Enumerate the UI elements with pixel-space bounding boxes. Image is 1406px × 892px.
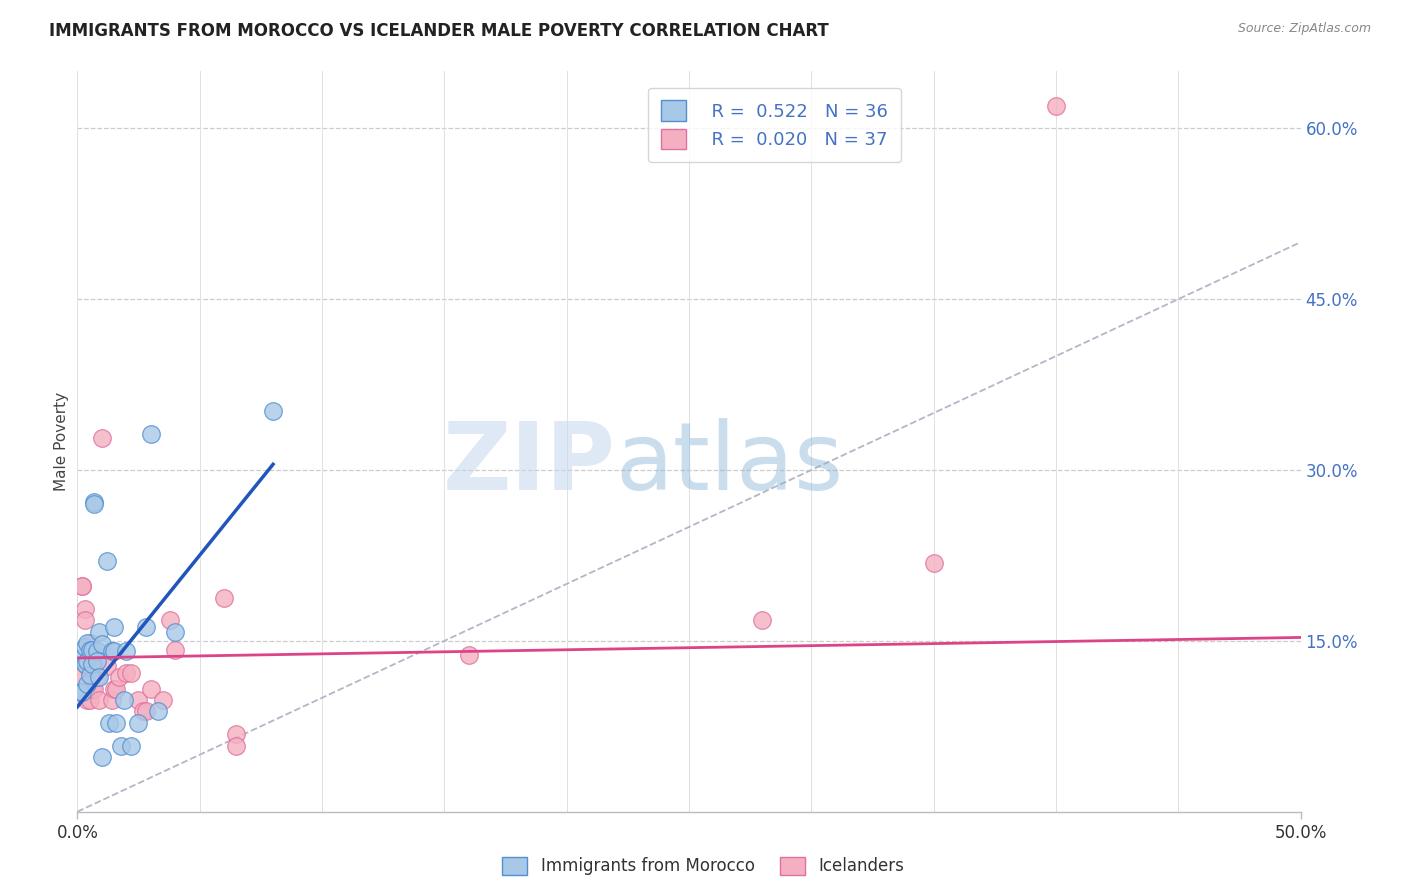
Point bbox=[79, 693, 101, 707]
Point bbox=[89, 624, 111, 639]
Point bbox=[105, 715, 128, 730]
Point bbox=[139, 426, 162, 441]
Point bbox=[79, 668, 101, 682]
Point bbox=[80, 643, 103, 657]
Point bbox=[165, 624, 187, 639]
Point bbox=[83, 495, 105, 509]
Point bbox=[86, 654, 108, 668]
Legend:   R =  0.522   N = 36,   R =  0.020   N = 37: R = 0.522 N = 36, R = 0.020 N = 37 bbox=[648, 87, 901, 162]
Legend: Immigrants from Morocco, Icelanders: Immigrants from Morocco, Icelanders bbox=[495, 850, 911, 882]
Point bbox=[76, 677, 98, 691]
Point bbox=[139, 681, 162, 696]
Point bbox=[86, 644, 108, 658]
Point bbox=[165, 643, 187, 657]
Point bbox=[120, 665, 142, 680]
Point bbox=[80, 670, 103, 684]
Point bbox=[135, 620, 157, 634]
Point bbox=[152, 693, 174, 707]
Point bbox=[1045, 98, 1067, 112]
Point bbox=[96, 554, 118, 568]
Y-axis label: Male Poverty: Male Poverty bbox=[53, 392, 69, 491]
Point bbox=[90, 637, 112, 651]
Point bbox=[73, 657, 96, 671]
Text: IMMIGRANTS FROM MOROCCO VS ICELANDER MALE POVERTY CORRELATION CHART: IMMIGRANTS FROM MOROCCO VS ICELANDER MAL… bbox=[49, 22, 830, 40]
Point bbox=[108, 670, 131, 684]
Point bbox=[115, 644, 138, 658]
Point bbox=[262, 404, 284, 418]
Point bbox=[105, 681, 128, 696]
Point bbox=[70, 579, 93, 593]
Text: Source: ZipAtlas.com: Source: ZipAtlas.com bbox=[1237, 22, 1371, 36]
Point bbox=[79, 643, 101, 657]
Point bbox=[69, 685, 91, 699]
Point bbox=[120, 739, 142, 753]
Point bbox=[98, 715, 121, 730]
Point bbox=[751, 613, 773, 627]
Point bbox=[83, 681, 105, 696]
Point bbox=[86, 670, 108, 684]
Point bbox=[70, 579, 93, 593]
Point bbox=[83, 659, 105, 673]
Point bbox=[80, 657, 103, 671]
Point bbox=[103, 644, 125, 658]
Point bbox=[146, 705, 169, 719]
Point bbox=[83, 497, 105, 511]
Point bbox=[135, 705, 157, 719]
Point bbox=[103, 620, 125, 634]
Point bbox=[73, 640, 96, 654]
Point bbox=[76, 693, 98, 707]
Point bbox=[76, 659, 98, 673]
Point bbox=[922, 557, 945, 571]
Point bbox=[89, 670, 111, 684]
Point bbox=[457, 648, 479, 662]
Point bbox=[103, 681, 125, 696]
Point bbox=[212, 591, 235, 605]
Text: atlas: atlas bbox=[616, 417, 844, 509]
Point bbox=[73, 602, 96, 616]
Point bbox=[70, 685, 93, 699]
Point bbox=[115, 665, 138, 680]
Point bbox=[128, 693, 150, 707]
Point bbox=[159, 613, 181, 627]
Point bbox=[76, 654, 98, 668]
Point bbox=[225, 727, 247, 741]
Point bbox=[76, 636, 98, 650]
Point bbox=[90, 750, 112, 764]
Point bbox=[110, 739, 132, 753]
Point bbox=[100, 693, 122, 707]
Point bbox=[70, 651, 93, 665]
Point bbox=[100, 644, 122, 658]
Point bbox=[90, 431, 112, 445]
Point bbox=[79, 636, 101, 650]
Point bbox=[80, 681, 103, 696]
Point bbox=[225, 739, 247, 753]
Text: ZIP: ZIP bbox=[443, 417, 616, 509]
Point bbox=[128, 715, 150, 730]
Point bbox=[112, 693, 135, 707]
Point bbox=[132, 705, 155, 719]
Point bbox=[73, 613, 96, 627]
Point bbox=[96, 659, 118, 673]
Point bbox=[89, 693, 111, 707]
Point bbox=[69, 670, 91, 684]
